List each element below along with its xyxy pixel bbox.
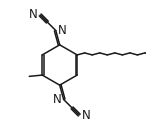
Text: N: N — [81, 109, 90, 122]
Text: N: N — [58, 24, 67, 37]
Text: N: N — [52, 93, 61, 106]
Text: N: N — [29, 8, 38, 21]
